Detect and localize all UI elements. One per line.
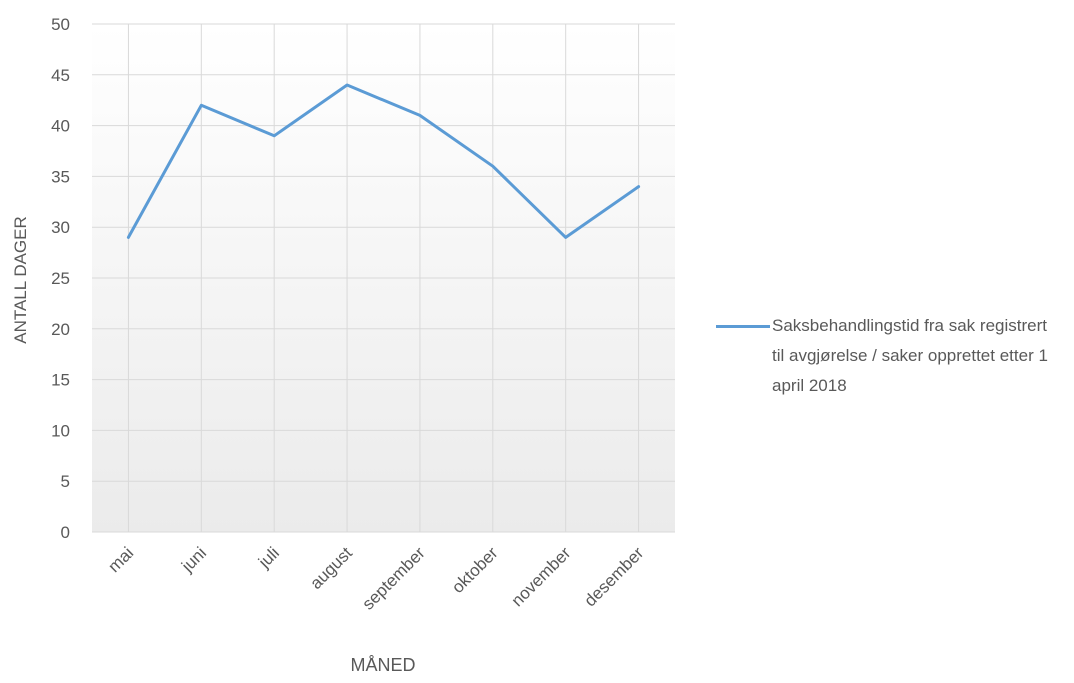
x-tick-label: november	[508, 543, 575, 610]
x-tick-label: september	[359, 543, 429, 613]
x-tick-label: august	[306, 543, 356, 593]
legend-label: Saksbehandlingstid fra sak registrert ti…	[772, 316, 1048, 395]
y-tick-label: 30	[51, 218, 70, 237]
y-tick-label: 35	[51, 167, 70, 186]
x-tick-label: oktober	[448, 543, 502, 597]
y-tick-label: 15	[51, 371, 70, 390]
x-axis-title: MÅNED	[350, 655, 415, 675]
y-tick-label: 40	[51, 117, 70, 136]
y-axis-ticks: 0 5 10 15 20 25 30 35 40 45 50	[51, 15, 70, 542]
series-layer	[126, 83, 641, 239]
y-tick-label: 10	[51, 421, 70, 440]
series-line	[126, 83, 641, 239]
legend: Saksbehandlingstid fra sak registrert ti…	[716, 314, 1056, 401]
x-tick-label: juli	[254, 543, 283, 572]
x-tick-label: juni	[177, 543, 210, 576]
y-tick-label: 45	[51, 66, 70, 85]
x-tick-label: mai	[104, 543, 137, 576]
legend-swatch	[716, 325, 770, 328]
y-tick-label: 50	[51, 15, 70, 34]
y-tick-label: 0	[61, 523, 70, 542]
y-axis-title: ANTALL DAGER	[11, 216, 30, 344]
x-axis-ticks: mai juni juli august september oktober novembe…	[104, 543, 647, 613]
x-tick-label: desember	[580, 543, 647, 610]
y-tick-label: 25	[51, 269, 70, 288]
y-tick-label: 20	[51, 320, 70, 339]
y-tick-label: 5	[61, 472, 70, 491]
